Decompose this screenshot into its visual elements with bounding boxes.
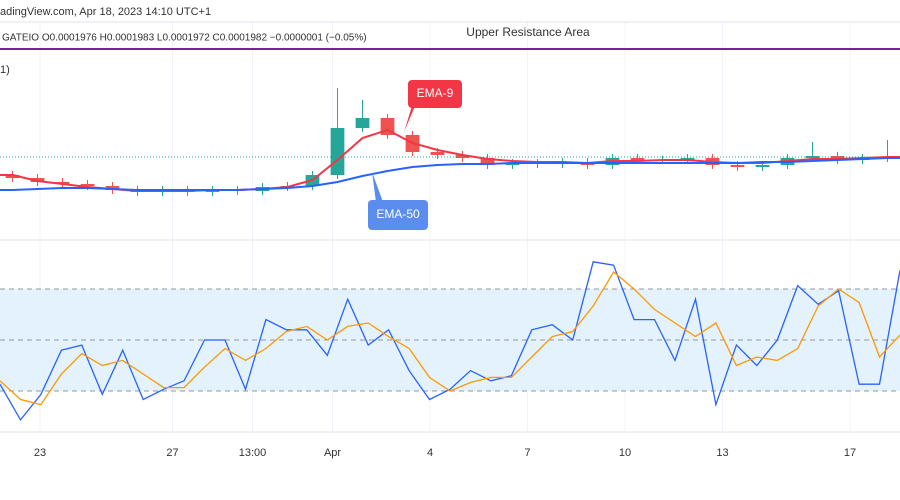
candle-body xyxy=(755,165,770,167)
callout-pointer xyxy=(404,106,415,132)
candle-body xyxy=(630,158,645,160)
ema-line xyxy=(0,157,900,191)
x-tick-label: 27 xyxy=(166,447,178,459)
annotation: Upper Resistance Area xyxy=(466,25,590,39)
indicator-label: 1) xyxy=(0,64,10,76)
candle-body xyxy=(355,118,370,128)
candle-body xyxy=(80,184,95,186)
x-tick-label: 13:00 xyxy=(239,447,267,459)
callout-box xyxy=(368,200,428,230)
candle-body xyxy=(330,128,345,175)
oscillator-line xyxy=(0,261,900,422)
oscillator-line xyxy=(0,271,900,406)
ema50-callout: EMA-50 xyxy=(368,172,428,230)
ema9-callout: EMA-9 xyxy=(404,80,462,132)
x-tick-label: 7 xyxy=(524,447,530,459)
x-tick-label: 23 xyxy=(34,447,46,459)
price-panel xyxy=(0,88,900,196)
x-tick-label: 13 xyxy=(716,447,728,459)
legend-label: EMA-50 xyxy=(376,207,420,221)
candle-body xyxy=(5,175,20,178)
candle-body xyxy=(730,165,745,167)
x-tick-label: 4 xyxy=(427,447,433,459)
x-tick-label: 17 xyxy=(844,447,856,459)
candle-body xyxy=(430,152,445,155)
x-tick-label: 10 xyxy=(619,447,631,459)
x-axis: 23 27 13:00 Apr 4 7 10 13 17 xyxy=(34,447,856,459)
callout-box xyxy=(408,80,462,108)
symbol-line: GATEIO O0.0001976 H0.0001983 L0.0001972 … xyxy=(2,33,367,44)
candle-body xyxy=(480,158,495,165)
legend-label: EMA-9 xyxy=(417,86,454,100)
candle-body xyxy=(805,156,820,158)
header: adingView.com, Apr 18, 2023 14:10 UTC+1 xyxy=(0,6,211,18)
oscillator-panel xyxy=(0,261,900,422)
callout-pointer xyxy=(372,172,383,202)
x-tick-label: Apr xyxy=(324,447,341,459)
